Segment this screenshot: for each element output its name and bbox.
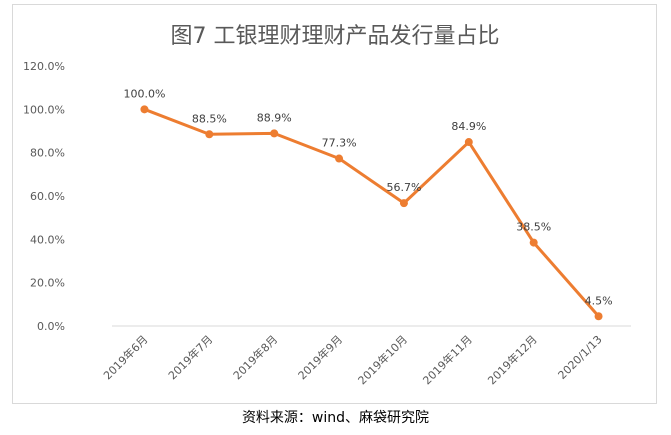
x-tick-label: 2019年7月 [165,332,215,382]
data-label: 88.5% [192,112,227,125]
chart-title: 图7 工银理财理财产品发行量占比 [171,24,500,49]
y-tick-label: 100.0% [23,103,65,116]
data-point [270,129,279,138]
data-point [399,199,408,208]
x-tick-label: 2020/1/13 [556,333,605,382]
x-tick-label: 2019年12月 [485,332,540,387]
data-point [594,312,603,321]
data-label: 38.5% [516,221,551,234]
data-point [464,138,473,147]
y-tick-label: 20.0% [30,277,65,290]
source-note: 资料来源：wind、麻袋研究院 [241,410,430,426]
chart-frame: 图7 工银理财理财产品发行量占比 0.0% 20.0% 40.0% 60.0% 80.0… [12,4,657,404]
data-point [529,238,538,247]
data-point [205,130,214,139]
x-tick-label: 2019年8月 [230,332,280,382]
x-tick-label: 2019年9月 [295,332,345,382]
y-tick-label: 0.0% [37,320,65,333]
data-label: 100.0% [123,87,165,100]
data-label: 88.9% [257,111,292,124]
data-label: 84.9% [451,120,486,133]
y-tick-label: 60.0% [30,190,65,203]
x-tick-label: 2019年11月 [420,332,475,387]
series-layer [140,105,603,321]
y-tick-label: 40.0% [30,233,65,246]
data-label-layer: 100.0% 88.5% 88.9% 77.3% 56.7% 84.9% 38.5% 4.5% [123,87,612,307]
data-label: 4.5% [585,294,613,307]
x-tick-label: 2019年6月 [100,332,150,382]
line-chart: 图7 工银理财理财产品发行量占比 0.0% 20.0% 40.0% 60.0% 80.0… [23,24,631,387]
data-label: 77.3% [322,137,357,150]
data-label: 56.7% [386,181,421,194]
series-line [143,107,600,318]
data-point [140,105,149,114]
y-tick-label: 120.0% [23,60,65,73]
data-point [335,154,344,163]
x-tick-label: 2019年10月 [355,332,410,387]
y-tick-label: 80.0% [30,147,65,160]
